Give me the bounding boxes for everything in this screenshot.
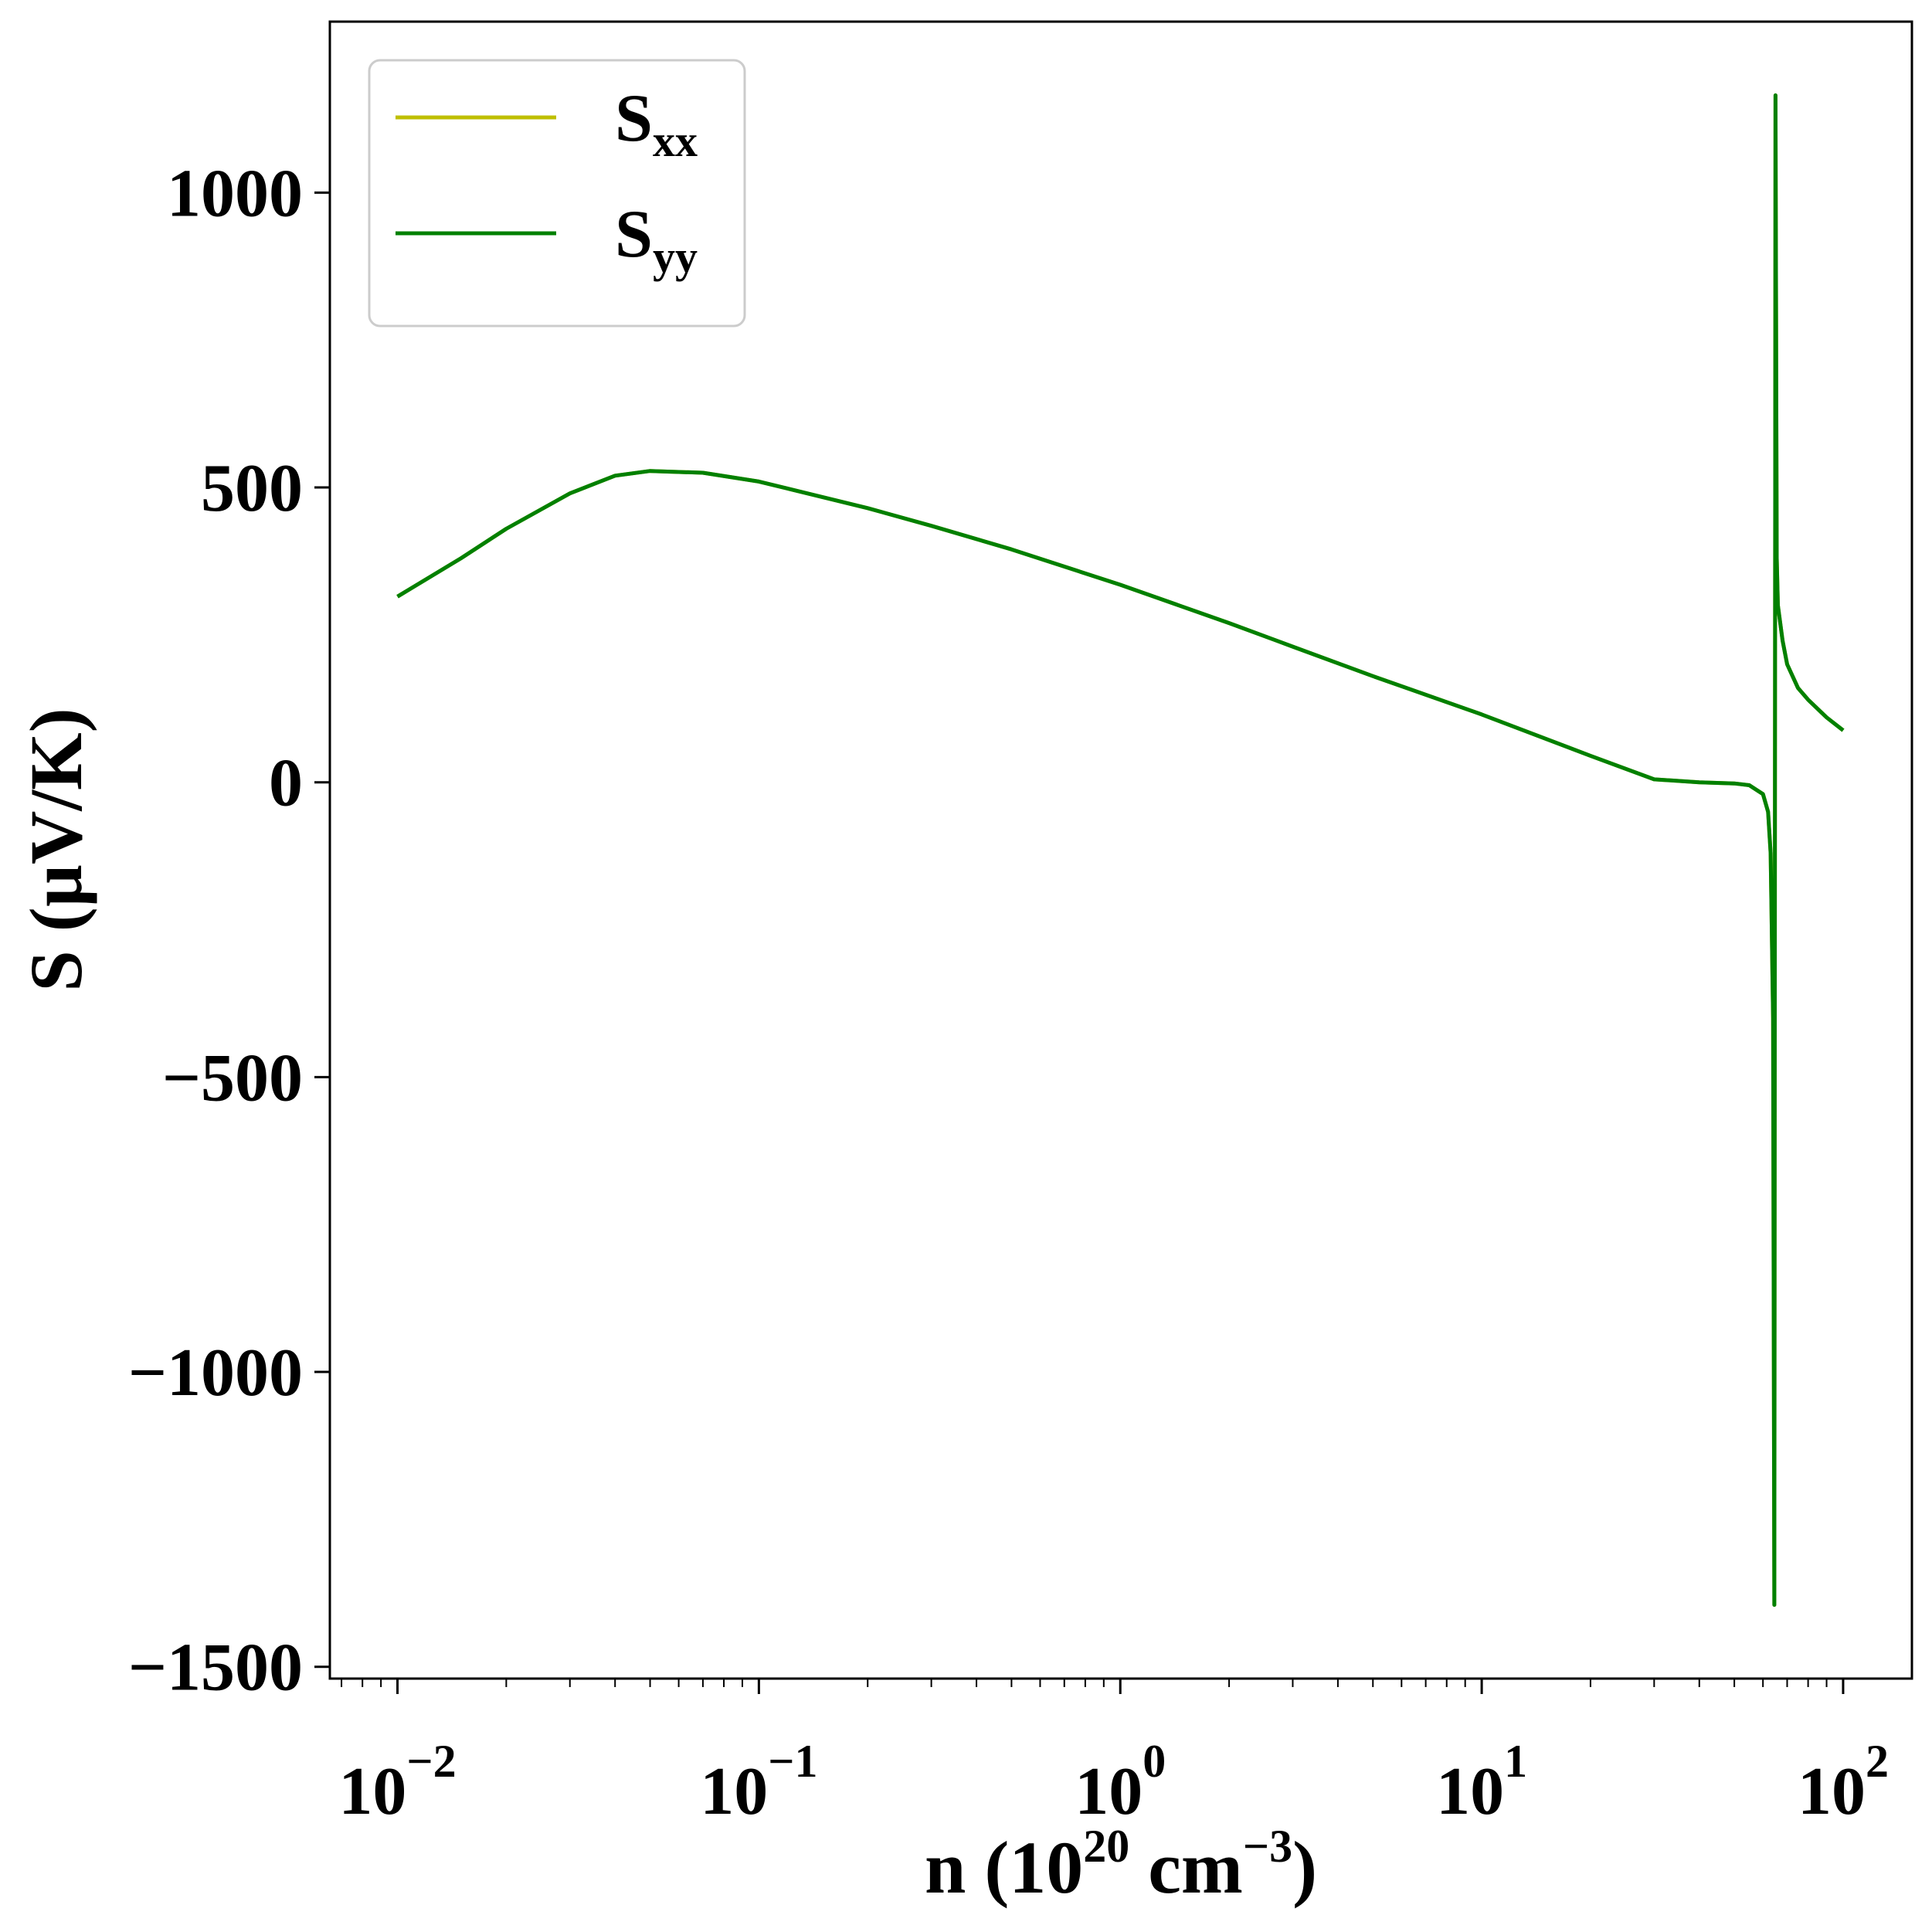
x-tick-label: 10−1 [700,1736,817,1829]
y-tick-label: −1000 [128,1336,303,1411]
y-axis-label: S (µV/K) [15,708,97,991]
x-tick-label: 10−2 [338,1736,456,1829]
x-tick-label: 101 [1436,1736,1527,1829]
legend: Sxx Syy [368,59,746,328]
legend-box [368,59,746,328]
legend-label-sxx: Sxx [615,81,698,166]
y-tick-label: −500 [162,1041,303,1115]
x-axis-label: n (1020 cm−3) [925,1821,1317,1909]
y-tick-label: 500 [201,451,303,526]
series-layer [396,93,1845,1608]
y-tick-label: 1000 [167,156,303,231]
plot-frame [328,20,1913,1680]
y-tick-label: −1500 [128,1631,303,1706]
x-axis-ticks: 10−2 10−1 100 101 102 [338,1679,1889,1829]
legend-label-syy: Syy [615,197,698,282]
y-axis-ticks: 1000 500 0 −500 −1000 −1500 [128,156,330,1706]
x-tick-label: 102 [1798,1736,1889,1829]
y-tick-label: 0 [269,746,303,821]
series-line-syy [396,93,1845,1608]
x-tick-label: 100 [1075,1736,1166,1829]
